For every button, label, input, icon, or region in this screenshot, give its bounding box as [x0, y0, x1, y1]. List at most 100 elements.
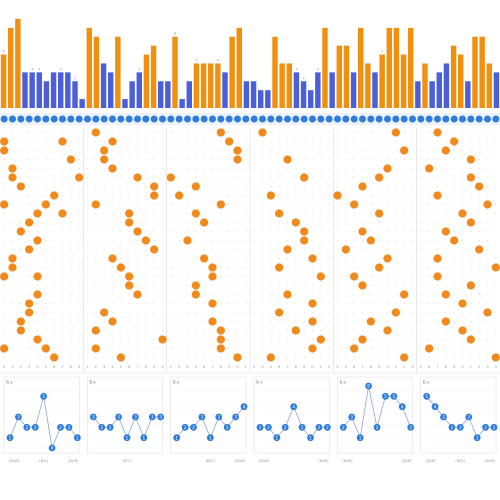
grid-dot	[245, 194, 247, 197]
bar-label-19: 4	[138, 67, 141, 71]
mini-footer-label-5-1: (W/L)	[455, 458, 466, 463]
mini-footer-label-0-1: (B/L)	[39, 458, 48, 463]
grid-dot	[195, 257, 197, 260]
grid-dot	[453, 248, 455, 251]
mini-point-label-1-5: 3	[134, 415, 137, 420]
grid-dot	[220, 158, 222, 161]
grid-dot	[145, 275, 147, 278]
grid-dot	[161, 275, 164, 278]
grid-dot	[453, 320, 455, 323]
grid-dot	[86, 167, 89, 170]
grid-dot	[420, 248, 422, 251]
grid-dot	[95, 266, 97, 269]
mini-point-0-6	[57, 423, 64, 431]
grid-dot	[178, 266, 180, 269]
grid-dot	[136, 347, 139, 350]
bar-60	[429, 81, 435, 108]
grid-dot	[211, 203, 214, 206]
grid-dot	[70, 266, 72, 269]
orange-ball-4-11	[383, 254, 392, 263]
grid-dot	[120, 203, 122, 206]
orange-ball-5-19	[458, 299, 467, 308]
grid-dot	[445, 131, 447, 134]
grid-dot	[195, 302, 197, 305]
grid-dot	[203, 140, 205, 143]
grid-dot	[253, 329, 255, 332]
grid-dot	[178, 239, 180, 242]
orange-ball-5-8	[483, 200, 492, 209]
grid-dot	[270, 311, 272, 314]
grid-dot	[103, 338, 105, 341]
mini-point-label-2-0: 1	[175, 435, 178, 440]
bar-8	[58, 72, 64, 108]
grid-dot	[428, 230, 430, 233]
grid-dot	[253, 257, 255, 260]
index-row-background	[0, 113, 500, 125]
mini-top-label-3: 6+	[256, 380, 263, 386]
grid-dot	[136, 239, 139, 242]
grid-dot	[11, 302, 14, 305]
column-number: 6	[353, 365, 356, 369]
orange-ball-0-9	[16, 227, 25, 236]
grid-dot	[161, 131, 164, 134]
grid-dot	[353, 194, 355, 197]
grid-dot	[295, 203, 297, 206]
grid-dot	[28, 266, 30, 269]
orange-ball-3-5	[291, 218, 300, 227]
mini-point-label-3-6: 1	[309, 435, 312, 440]
bar-38	[272, 36, 278, 109]
grid-dot	[228, 131, 230, 134]
mini-point-3-1	[265, 423, 272, 431]
grid-dot	[428, 257, 430, 260]
grid-dot	[45, 239, 47, 242]
index-ball-43	[359, 115, 366, 123]
grid-dot	[295, 266, 297, 269]
orange-ball-3-2	[300, 173, 309, 182]
grid-dot	[270, 176, 272, 179]
grid-dot	[36, 266, 39, 269]
orange-ball-5-10	[466, 218, 475, 227]
index-ball-37	[309, 115, 316, 123]
grid-dot	[103, 194, 105, 197]
grid-dot	[161, 221, 164, 224]
grid-dot	[370, 293, 372, 296]
grid-dot	[161, 293, 164, 296]
grid-dot	[370, 140, 372, 143]
grid-dot	[428, 212, 430, 215]
grid-dot	[278, 239, 280, 242]
grid-dot	[470, 149, 472, 152]
bar-36	[258, 90, 264, 108]
grid-dot	[120, 293, 122, 296]
orange-ball-1-17	[125, 281, 134, 290]
grid-dot	[28, 212, 30, 215]
grid-dot	[20, 284, 22, 287]
grid-dot	[278, 347, 280, 350]
bar-51	[365, 63, 371, 108]
grid-dot	[303, 329, 305, 332]
grid-dot	[61, 185, 64, 188]
grid-dot	[136, 356, 139, 359]
mini-frame-5	[420, 376, 497, 454]
bar-16	[115, 36, 121, 109]
grid-dot	[478, 167, 480, 170]
grid-dot	[120, 185, 122, 188]
grid-dot	[395, 356, 397, 359]
grid-dot	[195, 176, 197, 179]
grid-dot	[20, 266, 22, 269]
grid-dot	[486, 167, 489, 170]
grid-dot	[386, 194, 389, 197]
grid-dot	[328, 239, 330, 242]
grid-dot	[70, 302, 72, 305]
orange-ball-4-12	[375, 263, 384, 272]
grid-dot	[61, 284, 64, 287]
grid-dot	[103, 248, 105, 251]
grid-dot	[378, 158, 380, 161]
grid-dot	[128, 239, 130, 242]
grid-dot	[370, 248, 372, 251]
grid-dot	[261, 167, 264, 170]
grid-dot	[370, 356, 372, 359]
grid-dot	[420, 266, 422, 269]
grid-dot	[20, 212, 22, 215]
index-ball-42	[350, 115, 358, 123]
orange-ball-0-28	[50, 191, 59, 200]
